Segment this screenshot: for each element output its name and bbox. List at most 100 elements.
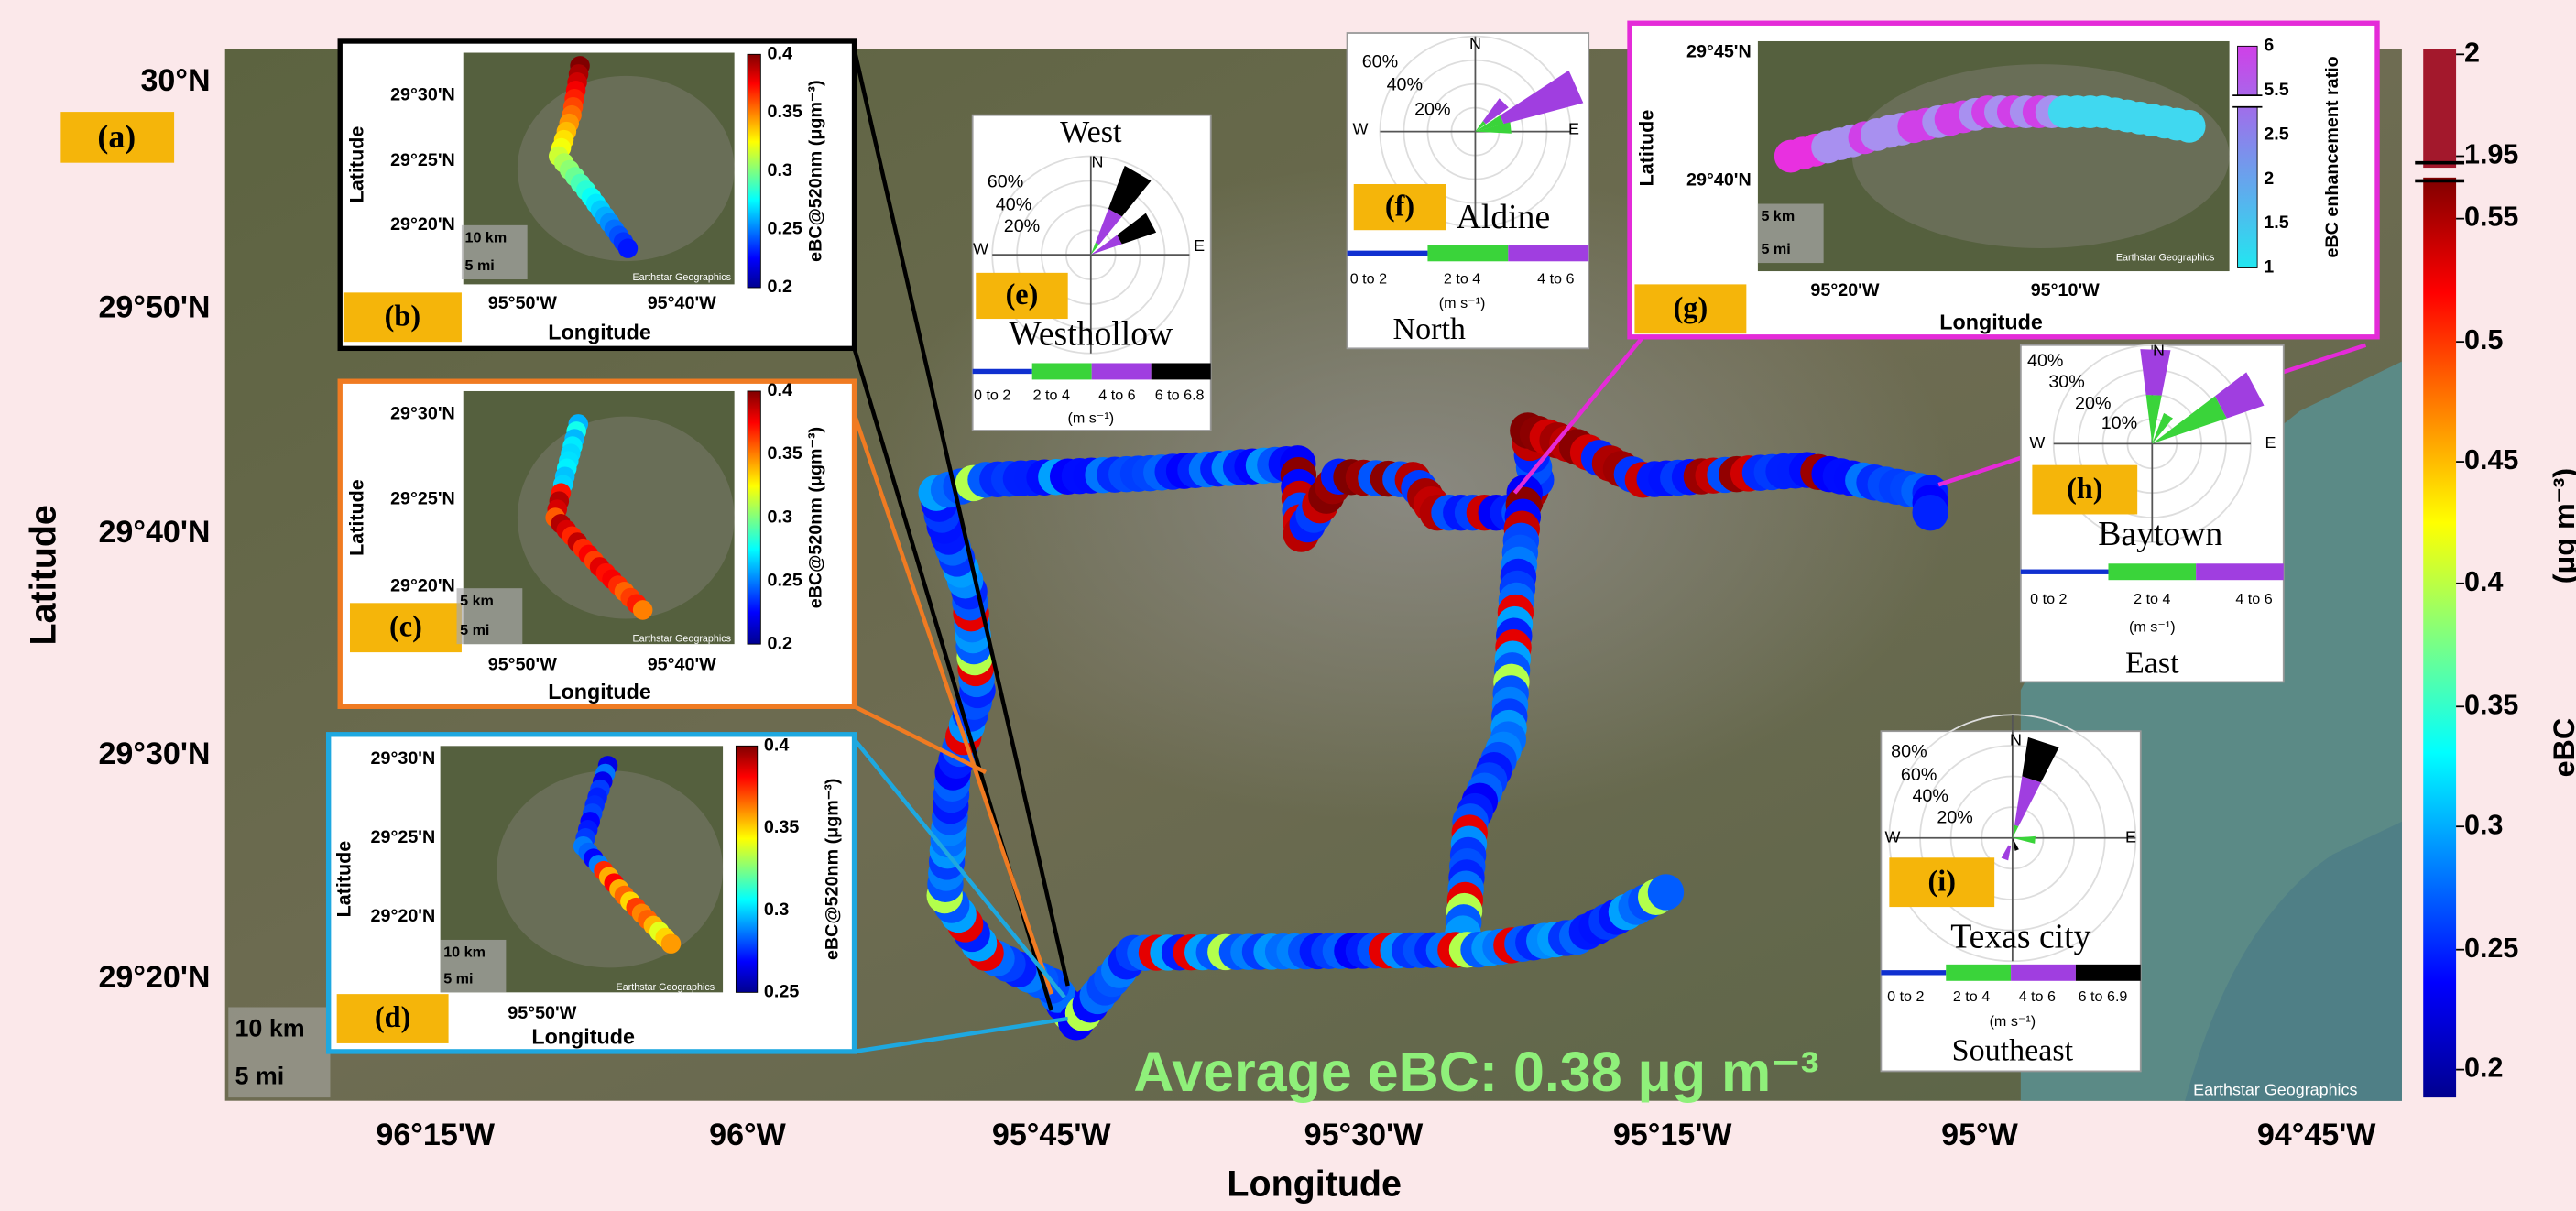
attribution: Earthstar Geographics <box>632 634 731 645</box>
colorbar-tick-label: 5.5 <box>2264 80 2288 100</box>
colorbar <box>2423 178 2456 1097</box>
colorbar-tick-label: 1 <box>2264 257 2274 278</box>
speed-unit: (m s⁻¹) <box>2129 618 2176 635</box>
y-axis-title: Latitude <box>1635 110 1657 187</box>
speed-bar <box>1508 245 1588 261</box>
ring-label: 30% <box>2048 372 2084 392</box>
ring-label: 20% <box>1414 100 1450 120</box>
track-point <box>661 933 682 954</box>
speed-bin-label: 0 to 2 <box>974 387 1010 404</box>
colorbar-tick-label: 0.35 <box>768 443 802 464</box>
track-point <box>2173 110 2206 143</box>
colorbar-tick-label: 0.3 <box>2464 809 2503 840</box>
speed-bar <box>1032 363 1092 379</box>
compass-label: N <box>2010 731 2022 749</box>
y-tick-label: 29°20'N <box>371 906 436 926</box>
colorbar-title: eBC <box>2548 718 2576 778</box>
x-axis-title: Longitude <box>531 1025 635 1049</box>
speed-bar <box>1348 251 1428 256</box>
speed-bar <box>1152 363 1211 379</box>
scale-km: 10 km <box>465 229 508 245</box>
y-axis-title: Latitude <box>24 505 64 645</box>
panel-label: (h) <box>2067 472 2102 505</box>
speed-unit: (m s⁻¹) <box>1067 410 1114 427</box>
colorbar-tick-label: 1.95 <box>2464 139 2518 170</box>
panel-label: (i) <box>1928 864 1956 897</box>
panel-label: (d) <box>375 1000 410 1033</box>
x-tick-label: 94°45'W <box>2257 1118 2376 1152</box>
scale-km: 10 km <box>443 944 486 961</box>
speed-bin-label: 2 to 4 <box>1953 988 1990 1005</box>
colorbar-tick-label: 0.2 <box>768 633 792 653</box>
direction-label: West <box>1060 115 1122 149</box>
colorbar-title: eBC@520nm (μgm⁻³) <box>806 427 826 608</box>
scale-mi: 5 mi <box>443 970 473 987</box>
speed-unit: (m s⁻¹) <box>1439 295 1486 311</box>
y-tick-label: 29°20'N <box>98 960 210 995</box>
compass-label: W <box>2029 433 2045 452</box>
colorbar-tick-label: 0.35 <box>2464 689 2518 720</box>
attribution: Earthstar Geographics <box>2116 253 2215 264</box>
compass-label: E <box>2265 433 2276 452</box>
scale-km: 5 km <box>460 593 494 609</box>
ring-label: 60% <box>1362 51 1398 71</box>
site-name: Texas city <box>1950 918 2090 956</box>
speed-bar <box>2196 563 2284 580</box>
attribution: Earthstar Geographics <box>2193 1081 2357 1099</box>
scale-mi: 5 mi <box>235 1063 284 1090</box>
speed-bar <box>1946 965 2011 981</box>
colorbar-tick-label: 0.2 <box>768 277 792 297</box>
colorbar-tick-label: 0.25 <box>764 982 799 1002</box>
compass-label: E <box>1568 120 1579 138</box>
track-point <box>618 238 639 258</box>
panel-label: (g) <box>1674 290 1708 323</box>
track-point <box>1912 495 1948 530</box>
y-tick-label: 29°20'N <box>390 214 455 235</box>
average-label: Average eBC: 0.38 μg m⁻³ <box>1133 1041 1818 1103</box>
inset-urban <box>1852 64 2230 248</box>
speed-bar <box>1881 970 1946 975</box>
speed-unit: (m s⁻¹) <box>1990 1013 2036 1030</box>
x-axis-title: Longitude <box>1939 311 2043 334</box>
scale-mi: 5 mi <box>465 257 495 274</box>
y-axis-title: Latitude <box>346 479 368 556</box>
x-tick-label: 95°30'W <box>1304 1118 1424 1152</box>
y-tick-label: 29°30'N <box>98 736 210 771</box>
ring-label: 20% <box>1004 216 1040 236</box>
speed-bin-label: 0 to 2 <box>2030 591 2067 607</box>
panel-label: (b) <box>385 299 420 332</box>
x-tick-label: 96°W <box>709 1118 787 1152</box>
scale-mi: 5 mi <box>1761 241 1790 257</box>
y-axis-title: Latitude <box>346 126 368 203</box>
colorbar-tick-label: 0.45 <box>2464 444 2518 475</box>
colorbar-tick-label: 2.5 <box>2264 124 2288 144</box>
y-tick-label: 29°30'N <box>390 403 455 423</box>
colorbar-tick-label: 0.25 <box>2464 933 2518 964</box>
colorbar-tick-label: 0.55 <box>2464 202 2518 233</box>
ring-label: 60% <box>988 171 1023 191</box>
colorbar-tick-label: 0.3 <box>764 900 789 920</box>
ring-label: 20% <box>1937 807 1972 827</box>
compass-label: N <box>1469 34 1481 52</box>
colorbar-tick-label: 0.35 <box>768 102 802 122</box>
colorbar-tick-label: 0.25 <box>768 219 802 239</box>
panel-label: (a) <box>97 118 136 155</box>
y-tick-label: 29°40'N <box>1686 170 1752 191</box>
y-tick-label: 29°50'N <box>98 289 210 324</box>
figure: Latitude Longitude 30°N 29°50'N 29°40'N 29°30… <box>0 0 2576 1211</box>
colorbar-tick-label: 0.3 <box>768 507 792 527</box>
panel-label: (f) <box>1385 189 1414 222</box>
x-tick-label: 95°10'W <box>2031 280 2100 300</box>
colorbar-tick-label: 0.5 <box>2464 324 2503 355</box>
x-tick-label: 95°15'W <box>1613 1118 1732 1152</box>
speed-bin-label: 4 to 6 <box>1537 270 1574 287</box>
y-tick-label: 30°N <box>140 63 210 98</box>
ring-label: 20% <box>2075 394 2111 414</box>
compass-label: W <box>1884 827 1900 846</box>
speed-bar <box>2021 570 2109 574</box>
ring-label: 10% <box>2101 413 2137 433</box>
colorbar-tick-label: 2 <box>2464 37 2480 68</box>
speed-bin-label: 4 to 6 <box>2235 591 2272 607</box>
site-name: Baytown <box>2098 515 2222 553</box>
speed-bin-label: 4 to 6 <box>2019 988 2056 1005</box>
